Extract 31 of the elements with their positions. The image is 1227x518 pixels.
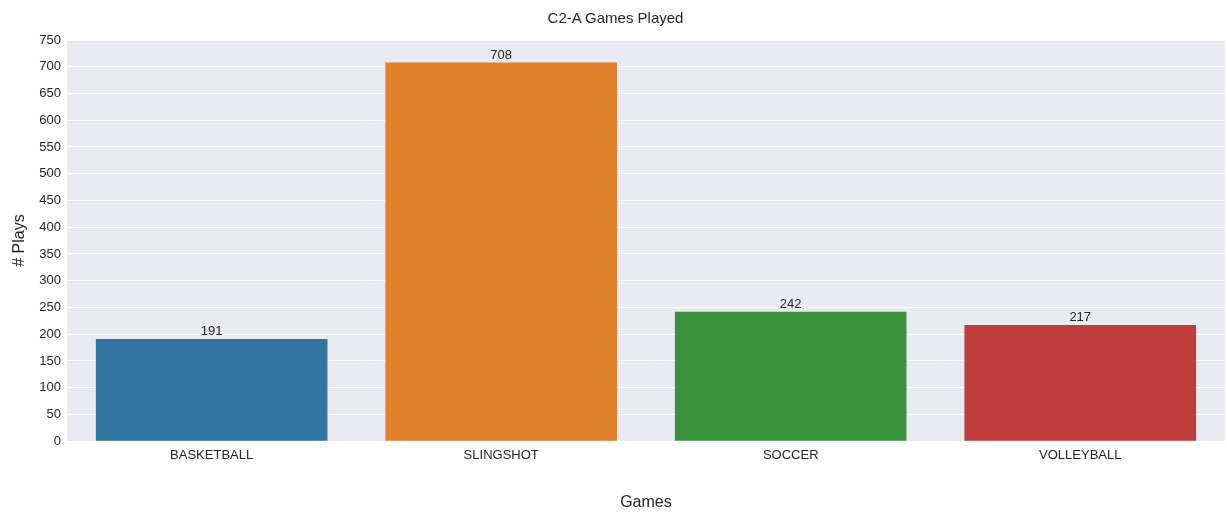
data-label: 191 (200, 323, 223, 339)
y-tick-label: 600 (39, 111, 61, 127)
y-tick-label: 400 (39, 218, 61, 234)
y-tick-label: 0 (53, 432, 61, 448)
x-tick-label: VOLLEYBALL (1039, 446, 1122, 462)
data-label: 217 (1069, 309, 1092, 325)
y-tick-label: 750 (39, 31, 61, 47)
x-tick-label: SLINGSHOT (463, 446, 539, 462)
x-tick-label: BASKETBALL (170, 446, 254, 462)
data-label: 708 (490, 46, 513, 62)
y-tick-label: 100 (39, 379, 61, 395)
y-tick-label: 450 (39, 192, 61, 208)
y-tick-label: 200 (39, 325, 61, 341)
y-tick-label: 650 (39, 85, 61, 101)
x-axis-title: Games (620, 492, 672, 510)
bar (964, 325, 1197, 441)
bar (385, 62, 617, 441)
chart-title: C2-A Games Played (547, 9, 684, 27)
bar (95, 339, 328, 441)
y-tick-label: 150 (39, 352, 61, 368)
x-tick-label: SOCCER (762, 446, 819, 462)
bar (674, 311, 907, 441)
y-tick-label: 550 (39, 138, 61, 154)
y-tick-label: 50 (46, 406, 61, 422)
y-tick-label: 300 (39, 272, 61, 288)
y-tick-label: 500 (39, 165, 61, 181)
y-tick-label: 700 (39, 58, 61, 74)
y-tick-label: 250 (39, 299, 61, 315)
y-tick-label: 350 (39, 245, 61, 261)
data-label: 242 (779, 295, 802, 311)
y-axis-title: # Plays (10, 214, 28, 267)
